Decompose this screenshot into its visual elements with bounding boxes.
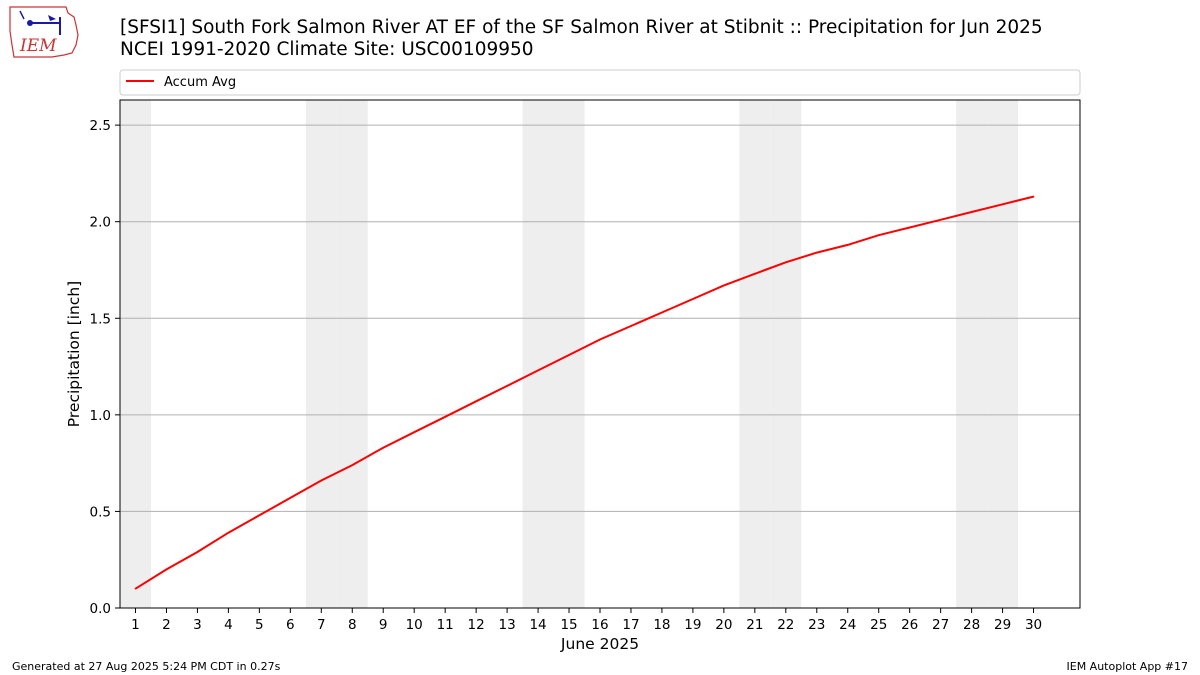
y-tick-label: 1.5: [90, 311, 111, 327]
y-tick-label: 0.0: [90, 601, 111, 617]
data-point: [413, 431, 415, 434]
weekend-band-29: [987, 100, 1019, 608]
chart-title: [SFSI1] South Fork Salmon River AT EF of…: [120, 17, 1043, 38]
data-point: [382, 446, 385, 449]
x-tick-label: 30: [1025, 617, 1042, 633]
data-point: [692, 298, 694, 300]
x-tick-label: 13: [499, 617, 516, 633]
data-point: [165, 568, 168, 571]
grid-lines: [120, 124, 1080, 512]
weekend-band-14: [522, 100, 554, 608]
data-point: [754, 273, 756, 275]
series-line-accum-avg: [134, 195, 1034, 590]
series-layer: [134, 195, 1035, 590]
data-point: [444, 415, 446, 418]
data-point: [846, 244, 849, 246]
data-point: [877, 234, 880, 237]
data-point: [196, 551, 199, 553]
x-tick-label: 15: [560, 617, 577, 633]
x-tick-label: 20: [715, 617, 732, 633]
data-point: [908, 226, 911, 229]
legend: Accum Avg: [119, 69, 1081, 96]
x-tick-label: 22: [777, 617, 794, 633]
x-tick-label: 4: [224, 617, 233, 633]
x-tick-label: 29: [994, 617, 1011, 633]
x-tick-label: 26: [901, 617, 918, 633]
x-tick-label: 14: [529, 617, 546, 633]
legend-box: [119, 69, 1081, 96]
data-point: [723, 284, 725, 287]
data-point: [939, 218, 942, 221]
data-point: [320, 479, 323, 482]
weekend-band-21: [739, 100, 771, 608]
x-tick-label: 23: [808, 617, 825, 633]
weekend-band-7: [305, 100, 337, 608]
x-tick-label: 16: [591, 617, 608, 633]
data-point: [289, 497, 292, 499]
app-credit: IEM Autoplot App #17: [1066, 660, 1189, 673]
data-point: [661, 311, 663, 314]
data-point: [134, 587, 137, 590]
y-tick-label: 0.5: [90, 504, 111, 520]
weekend-band-8: [336, 100, 368, 608]
data-point: [227, 531, 230, 534]
x-tick-label: 8: [348, 617, 357, 633]
x-tick-label: 9: [379, 617, 388, 633]
legend-entry-accum-avg: Accum Avg: [164, 75, 236, 90]
weekend-band-28: [956, 100, 988, 608]
chart-subtitle: NCEI 1991-2020 Climate Site: USC00109950: [120, 39, 534, 60]
weekend-band-22: [770, 100, 802, 608]
x-tick-label: 11: [437, 617, 454, 633]
x-tick-label: 2: [162, 617, 171, 633]
x-tick-label: 18: [653, 617, 670, 633]
y-tick-label: 1.0: [90, 408, 111, 424]
data-point: [970, 211, 973, 213]
x-tick-label: 5: [255, 617, 264, 633]
data-point: [815, 251, 818, 254]
x-tick-label: 27: [932, 617, 949, 633]
x-tick-label: 12: [468, 617, 485, 633]
data-point: [568, 354, 570, 356]
data-point: [506, 385, 508, 387]
iem-logo: IEM: [6, 5, 82, 63]
generated-timestamp: Generated at 27 Aug 2025 5:24 PM CDT in …: [12, 660, 281, 673]
data-point: [258, 514, 261, 517]
data-point: [475, 400, 477, 403]
logo-text: IEM: [19, 36, 57, 56]
data-point: [630, 325, 632, 327]
x-axis-label: June 2025: [560, 635, 639, 653]
plot-frame: [119, 99, 1081, 609]
x-tick-label: 21: [746, 617, 763, 633]
data-point: [351, 464, 354, 466]
data-point: [599, 338, 601, 341]
x-tick-label: 19: [684, 617, 701, 633]
weekend-bands: [120, 100, 1019, 608]
x-tick-label: 17: [622, 617, 639, 633]
x-tick-label: 1: [131, 617, 140, 633]
x-tick-label: 3: [193, 617, 202, 633]
y-tick-label: 2.5: [90, 118, 111, 134]
x-tick-label: 25: [870, 617, 887, 633]
y-axis-label: Precipitation [inch]: [65, 281, 83, 427]
weekend-band-1: [120, 100, 151, 608]
data-point: [1032, 195, 1035, 198]
data-point: [785, 261, 787, 264]
x-tick-label: 28: [963, 617, 980, 633]
axis-ticks: 0.00.51.01.52.02.51 2 3 4 5 6 7 8 9 10 11 12 13 14 15 1…: [90, 118, 1043, 633]
data-point: [537, 369, 539, 372]
x-tick-label: 6: [286, 617, 295, 633]
x-tick-label: 7: [317, 617, 326, 633]
y-tick-label: 2.0: [90, 215, 111, 231]
x-tick-label: 24: [839, 617, 856, 633]
x-tick-label: 10: [406, 617, 423, 633]
data-point: [1001, 203, 1004, 206]
